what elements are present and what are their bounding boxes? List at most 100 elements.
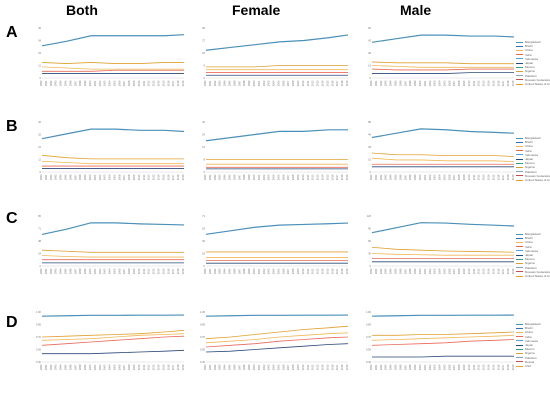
row-label-c: C — [6, 210, 18, 227]
legend-swatch — [516, 237, 523, 239]
x-tick-label: 1996 — [398, 268, 402, 274]
x-tick-label: 1999 — [247, 268, 251, 274]
x-tick-label: 1992 — [49, 80, 53, 86]
legend-swatch — [516, 246, 523, 248]
x-tick-label: 2017 — [335, 80, 339, 86]
legend-swatch — [516, 45, 523, 47]
x-tick-label: 2014 — [487, 80, 491, 86]
y-tick-label: 58 — [368, 120, 371, 124]
y-tick-label: 0 — [204, 264, 206, 268]
x-tick-label: 2001 — [257, 80, 261, 86]
legend-swatch — [516, 258, 523, 260]
x-tick-label: 2002 — [262, 364, 266, 370]
x-tick-label: 2004 — [108, 364, 112, 370]
x-tick-label: 2011 — [472, 364, 476, 370]
line-chart: 0.40 0.55 0.70 0.85 1.00 1990 1991 1992 1993 1994… — [36, 310, 185, 370]
legend-label: Russian Federation — [525, 77, 550, 82]
legend-label: Japan — [525, 157, 534, 162]
y-tick-label: 0.70 — [36, 335, 42, 339]
x-tick-label: 2004 — [438, 80, 442, 86]
legend-item: Nigeria — [516, 261, 550, 265]
legend-label: USA — [525, 364, 532, 369]
legend-label: Russian Federation — [525, 269, 550, 274]
x-tick-label: 1990 — [39, 268, 43, 274]
y-tick-label: 21 — [38, 145, 41, 149]
series-line-0 — [41, 34, 185, 47]
x-tick-label: 1997 — [403, 364, 407, 370]
column-title-male: Male — [400, 2, 432, 18]
legend-label: Pakistan — [525, 169, 537, 174]
x-tick-label: 2015 — [161, 364, 165, 370]
x-tick-label: 2009 — [296, 268, 300, 274]
y-tick-label: 9 — [204, 63, 206, 67]
x-tick-label: 1996 — [68, 80, 72, 86]
x-tick-label: 2002 — [428, 364, 432, 370]
x-tick-label: 2010 — [301, 174, 305, 180]
y-tick-label: 42 — [368, 38, 371, 42]
legend-label: Indonesia — [525, 338, 539, 343]
x-tick-label: 2006 — [117, 174, 121, 180]
series-line-1 — [41, 329, 185, 338]
x-tick-label: 2019 — [345, 174, 349, 180]
y-tick-label: 32 — [202, 120, 205, 124]
x-tick-label: 2008 — [291, 364, 295, 370]
legend-item: Pakistan — [516, 356, 541, 360]
series-line-0 — [205, 34, 349, 51]
x-tick-label: 2009 — [462, 174, 466, 180]
legend-label: United States of America — [525, 82, 550, 87]
x-tick-label: 2003 — [267, 268, 271, 274]
legend-swatch — [516, 323, 523, 325]
y-tick-label: 29 — [368, 145, 371, 149]
x-tick-label: 2007 — [452, 80, 456, 86]
x-tick-label: 1991 — [208, 174, 212, 180]
legend-label: Pakistan — [525, 265, 537, 270]
x-tick-label: 2010 — [137, 364, 141, 370]
x-tick-label: 2015 — [491, 268, 495, 274]
x-tick-label: 2000 — [252, 268, 256, 274]
x-tick-label: 2007 — [286, 364, 290, 370]
series-line-3 — [371, 339, 515, 346]
column-title-female: Female — [232, 2, 281, 18]
line-chart: 0 9 18 27 36 1990 1991 1992 1993 1994 1995 1996 1997… — [202, 26, 349, 86]
x-tick-label: 1994 — [223, 80, 227, 86]
legend-item: India — [516, 53, 550, 57]
x-tick-label: 1995 — [393, 268, 397, 274]
x-tick-label: 2013 — [152, 80, 156, 86]
legend-item: Russian Federation — [516, 270, 550, 274]
y-tick-label: 28 — [368, 51, 371, 55]
series-line-0 — [205, 314, 349, 317]
y-tick-label: 0 — [40, 264, 42, 268]
legend-item: China — [516, 240, 550, 244]
x-tick-label: 2012 — [147, 364, 151, 370]
x-tick-label: 2008 — [127, 268, 131, 274]
legend-label: United States of America — [525, 274, 550, 279]
legend-label: Nigeria — [525, 261, 535, 266]
y-tick-label: 15 — [368, 157, 371, 161]
x-tick-label: 2001 — [93, 80, 97, 86]
x-tick-label: 2010 — [467, 174, 471, 180]
legend-label: Russia — [525, 359, 535, 364]
legend-item: Russia — [516, 360, 541, 364]
legend-item: Bangladesh — [516, 322, 541, 326]
legend-swatch — [516, 254, 523, 256]
series-line-1 — [371, 246, 515, 253]
legend-label: Mexico — [525, 347, 535, 352]
y-tick-label: 0.55 — [200, 347, 206, 351]
x-tick-label: 1997 — [73, 80, 77, 86]
x-tick-label: 2008 — [127, 80, 131, 86]
y-tick-label: 44 — [368, 132, 371, 136]
x-tick-label: 2003 — [103, 268, 107, 274]
legend-item: Mexico — [516, 161, 550, 165]
x-tick-label: 2001 — [93, 174, 97, 180]
x-tick-label: 2014 — [487, 268, 491, 274]
legend-item: Brazil — [516, 44, 550, 48]
x-tick-label: 1998 — [242, 268, 246, 274]
x-tick-label: 1999 — [413, 80, 417, 86]
x-tick-label: 2014 — [157, 364, 161, 370]
x-tick-label: 1991 — [208, 80, 212, 86]
legend-label: United States of America — [525, 178, 550, 183]
legend-swatch — [516, 75, 523, 77]
x-tick-label: 2018 — [176, 80, 180, 86]
legend-swatch — [516, 348, 523, 350]
legend-label: Russian Federation — [525, 173, 550, 178]
